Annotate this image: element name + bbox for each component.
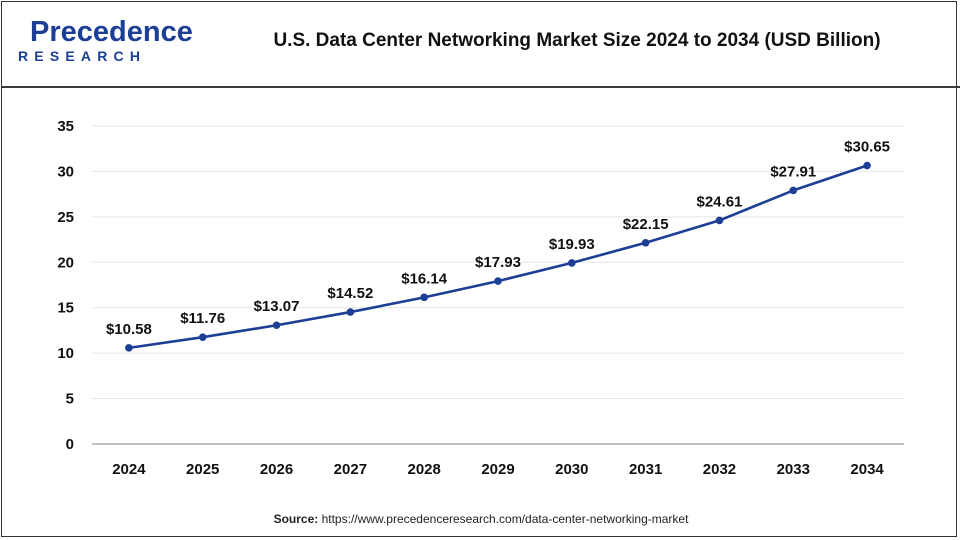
x-tick-label: 2025 (186, 461, 219, 478)
x-tick-label: 2024 (112, 461, 146, 478)
header: Precedence RESEARCH U.S. Data Center Net… (2, 2, 960, 88)
y-tick-label: 0 (66, 436, 74, 453)
data-label: $10.58 (106, 321, 152, 338)
data-point (198, 333, 207, 341)
data-label: $16.14 (401, 270, 448, 287)
data-label: $17.93 (475, 254, 521, 271)
y-tick-label: 25 (57, 209, 74, 226)
y-tick-label: 20 (57, 254, 74, 271)
x-tick-label: 2028 (407, 461, 440, 478)
data-label: $19.93 (549, 236, 595, 253)
data-label: $11.76 (180, 310, 225, 327)
x-tick-label: 2030 (555, 461, 588, 478)
page-title: U.S. Data Center Networking Market Size … (273, 30, 881, 51)
x-tick-label: 2027 (334, 461, 367, 478)
x-tick-label: 2034 (850, 461, 884, 478)
data-point (125, 344, 133, 352)
data-point (789, 186, 798, 195)
brand-logo-sub: RESEARCH (18, 48, 147, 64)
data-label: $27.91 (770, 163, 816, 180)
data-label: $13.07 (254, 298, 300, 315)
data-label: $14.52 (327, 285, 373, 302)
data-point (420, 293, 428, 302)
source-note: Source: https://www.precedenceresearch.c… (2, 512, 960, 526)
x-tick-label: 2033 (777, 461, 810, 478)
gridlines (92, 125, 904, 400)
x-tick-label: 2029 (481, 461, 514, 478)
x-tick-label: 2031 (629, 461, 662, 478)
y-tick-label: 35 (57, 118, 74, 135)
data-label: $30.65 (844, 139, 890, 156)
data-point (641, 238, 650, 247)
data-point (863, 161, 871, 170)
y-tick-label: 30 (57, 163, 74, 180)
y-tick-label: 10 (57, 345, 74, 362)
data-label: $24.61 (697, 193, 743, 210)
data-points (125, 161, 871, 352)
data-point (715, 216, 724, 225)
y-tick-label: 5 (66, 391, 74, 408)
source-url: https://www.precedenceresearch.com/data-… (321, 512, 689, 526)
y-tick-label: 15 (57, 300, 74, 317)
brand-logo: Precedence RESEARCH (16, 16, 193, 68)
data-labels: $10.58 $11.76 $13.07 $14.52 $16.14 $17.93 $19.… (106, 139, 890, 338)
brand-logo-main: Precedence (30, 16, 193, 48)
x-tick-label: 2032 (703, 461, 736, 478)
data-point (568, 259, 576, 267)
source-label: Source: (273, 512, 319, 526)
data-label: $22.15 (623, 216, 669, 233)
data-point (494, 277, 502, 285)
x-tick-label: 2026 (260, 461, 293, 478)
data-point (346, 308, 355, 316)
data-point (272, 321, 281, 330)
